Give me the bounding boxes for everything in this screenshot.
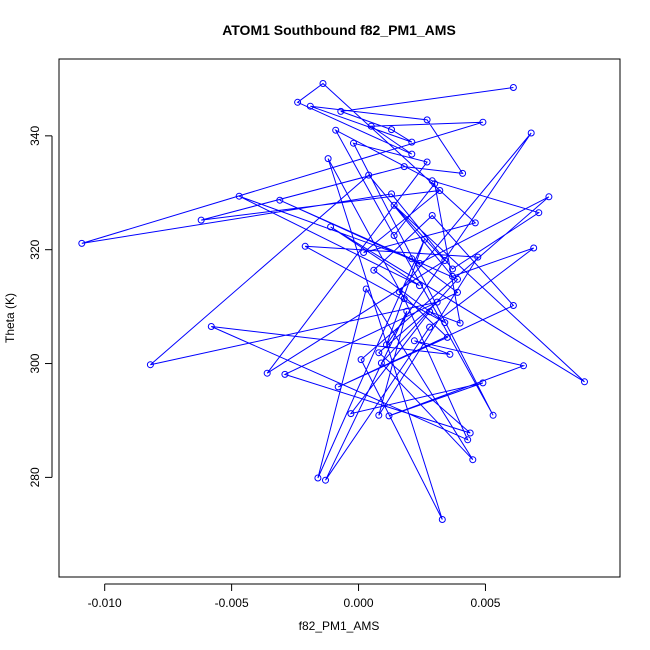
x-axis-label: f82_PM1_AMS	[299, 619, 380, 633]
data-point	[395, 288, 403, 296]
x-tick-label: 0.005	[470, 596, 500, 610]
y-axis: 280 300 320 340	[28, 126, 53, 487]
x-tick-label: 0.000	[344, 596, 374, 610]
data-point	[443, 333, 451, 341]
data-point	[319, 80, 327, 87]
data-point	[446, 350, 454, 358]
data-point	[431, 180, 439, 188]
data-point	[509, 84, 517, 91]
y-tick-label: 280	[28, 467, 42, 487]
data-point	[390, 201, 398, 209]
data-point	[441, 319, 449, 327]
data-point	[375, 349, 383, 357]
data-point	[314, 474, 322, 482]
data-point	[433, 298, 441, 306]
x-tick-label: -0.010	[88, 596, 122, 610]
data-point	[408, 255, 416, 263]
data-point	[146, 361, 154, 369]
data-point	[377, 359, 385, 367]
data-point	[423, 116, 431, 124]
data-point	[416, 259, 423, 267]
data-point	[449, 265, 456, 273]
data-point	[294, 98, 302, 106]
y-tick-label: 300	[28, 353, 42, 373]
data-point	[388, 126, 395, 134]
data-point	[421, 235, 428, 243]
data-point	[469, 456, 477, 464]
data-point	[337, 107, 345, 115]
plot-frame	[58, 58, 621, 578]
data-point	[322, 476, 329, 484]
data-point	[327, 223, 335, 231]
x-tick-label: -0.005	[215, 596, 249, 610]
data-point	[436, 187, 444, 194]
data-point	[449, 272, 456, 280]
data-point	[235, 192, 243, 200]
data-point	[545, 193, 553, 201]
data-point	[360, 249, 368, 256]
data-point	[281, 370, 289, 378]
data-point	[408, 150, 416, 158]
data-point	[375, 411, 383, 419]
data-point	[403, 307, 411, 315]
data-point	[306, 102, 314, 110]
data-point	[370, 266, 378, 274]
data-point	[509, 302, 517, 309]
data-point	[423, 158, 431, 166]
data-point	[347, 410, 355, 418]
y-axis-label: Theta (K)	[3, 293, 17, 343]
data-point	[301, 242, 309, 250]
data-point	[426, 323, 434, 331]
data-point	[390, 232, 398, 239]
data-point	[466, 429, 474, 437]
data-point	[459, 169, 467, 177]
data-point	[410, 337, 418, 345]
data-point	[479, 118, 487, 126]
data-point	[535, 209, 543, 217]
data-point	[362, 285, 370, 293]
data-point	[464, 436, 472, 444]
data-point	[428, 212, 436, 219]
y-tick-label: 320	[28, 239, 42, 259]
data-point	[454, 275, 461, 283]
data-point	[400, 295, 408, 303]
data-point	[365, 171, 373, 179]
y-tick-label: 340	[28, 126, 42, 146]
data-point	[263, 369, 271, 377]
data-point	[78, 239, 86, 247]
data-point	[454, 288, 461, 296]
series-line	[81, 82, 585, 520]
data-point	[479, 379, 487, 387]
chart-title: ATOM1 Southbound f82_PM1_AMS	[222, 22, 456, 38]
data-point	[441, 257, 449, 264]
data-point	[438, 516, 446, 523]
data-point	[383, 341, 390, 349]
data-point	[357, 356, 365, 364]
data-point	[276, 196, 284, 204]
data-point	[334, 383, 342, 391]
data-point	[520, 362, 527, 370]
data-point	[530, 244, 538, 252]
series-blue	[78, 80, 588, 523]
data-point	[408, 138, 416, 146]
data-point	[388, 190, 395, 198]
data-point	[527, 129, 535, 137]
data-point	[367, 122, 375, 130]
x-axis: -0.010 -0.005 0.000 0.005	[88, 583, 501, 610]
data-point	[350, 139, 357, 147]
data-point	[456, 319, 464, 327]
data-point	[426, 308, 434, 316]
data-point	[416, 282, 423, 290]
data-point	[385, 412, 393, 420]
data-point	[581, 378, 588, 386]
data-point	[332, 126, 340, 134]
data-point	[197, 216, 205, 224]
data-point	[207, 323, 215, 330]
data-point	[474, 253, 482, 261]
data-point	[324, 155, 332, 163]
data-point	[471, 219, 479, 227]
data-point	[489, 411, 497, 419]
data-point	[400, 163, 408, 171]
